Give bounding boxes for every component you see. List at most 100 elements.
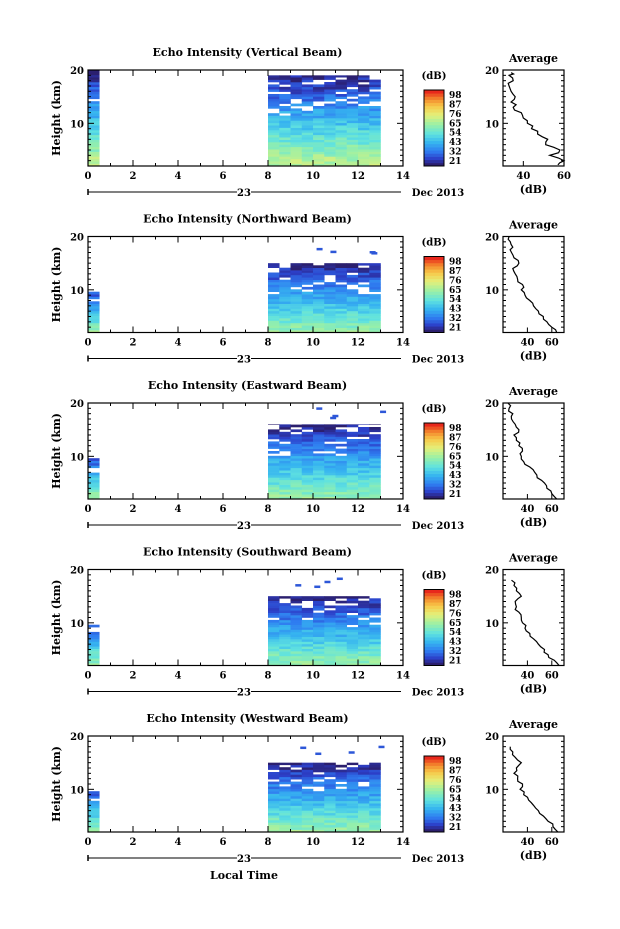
heatmap-cell <box>335 815 348 818</box>
heatmap-cell <box>369 429 381 433</box>
heatmap-cell <box>324 663 336 666</box>
heatmap-cell <box>335 477 348 481</box>
heatmap-cell <box>324 75 336 78</box>
heatmap-cell <box>290 443 303 447</box>
average-y-tick-label: 10 <box>485 119 499 130</box>
heatmap-cell <box>290 296 303 300</box>
heatmap-cell <box>268 118 280 121</box>
heatmap-cell <box>290 75 303 78</box>
heatmap-cell <box>313 764 325 768</box>
heatmap-cell <box>88 663 100 666</box>
heatmap-cell <box>324 446 336 449</box>
panel-title: Echo Intensity (Eastward Beam) <box>148 379 347 392</box>
heatmap-cell <box>369 820 381 823</box>
average-x-tick-label: 40 <box>520 671 534 682</box>
heatmap-cell <box>324 622 336 625</box>
heatmap-cell <box>88 103 100 107</box>
average-profile-line <box>507 236 558 333</box>
heatmap-cell <box>301 796 314 799</box>
heatmap-cell <box>358 110 370 114</box>
heatmap-cell <box>88 641 100 645</box>
heatmap-cell <box>358 313 370 316</box>
heatmap-cell <box>301 132 314 136</box>
heatmap-cell <box>290 820 303 823</box>
heatmap-cell <box>335 75 348 78</box>
colorbar-step <box>424 614 444 619</box>
heatmap-cell <box>279 308 291 312</box>
heatmap-cell <box>268 101 280 104</box>
heatmap-cell <box>88 149 100 152</box>
heatmap-cell <box>358 139 370 143</box>
heatmap-cell <box>290 793 303 797</box>
heatmap-cell <box>324 810 336 814</box>
heatmap-cell <box>313 77 325 80</box>
x-tick-label: 8 <box>265 671 272 682</box>
colorbar-step <box>424 627 444 632</box>
heatmap-cell <box>301 646 314 649</box>
heatmap-cell <box>279 627 291 630</box>
heatmap-cell <box>88 827 100 830</box>
heatmap-cell <box>290 301 303 304</box>
heatmap-cell <box>324 793 336 797</box>
heatmap-cell <box>268 263 280 266</box>
heatmap-cell <box>279 472 291 476</box>
heatmap-cell <box>358 460 370 464</box>
heatmap-cell <box>346 805 359 809</box>
heatmap-cell <box>301 158 314 162</box>
heatmap-cell <box>290 303 303 307</box>
heatmap-cell <box>369 315 381 319</box>
heatmap-cell <box>335 325 348 328</box>
heatmap-cell <box>88 294 100 297</box>
heatmap-cell <box>324 800 336 804</box>
heatmap-cell <box>301 803 314 806</box>
heatmap-cell <box>335 310 348 314</box>
x-tick-label: 12 <box>351 504 365 515</box>
heatmap-cell <box>335 479 348 483</box>
heatmap-cell <box>369 603 381 606</box>
heatmap-cell <box>313 429 325 433</box>
heatmap-cell <box>324 824 336 828</box>
colorbar-step <box>424 483 444 487</box>
x-tick-label: 0 <box>85 671 92 682</box>
heatmap-cell <box>268 320 280 324</box>
heatmap-cell <box>369 427 381 430</box>
heatmap-cell <box>88 491 100 495</box>
heatmap-cell <box>358 612 370 616</box>
heatmap-cell <box>346 303 359 307</box>
heatmap-cell <box>279 470 291 473</box>
heatmap-cell <box>88 296 100 300</box>
heatmap-cell <box>313 298 325 302</box>
heatmap-cell <box>279 458 291 461</box>
heatmap-cell <box>335 824 348 828</box>
heatmap-cell <box>324 424 336 428</box>
x-tick-label: 14 <box>396 671 410 682</box>
colorbar-step <box>424 630 444 635</box>
heatmap-cell <box>279 431 291 435</box>
heatmap-cell <box>358 306 370 309</box>
colorbar-step <box>424 140 444 145</box>
heatmap-cell <box>313 800 325 804</box>
heatmap-cell <box>313 313 325 316</box>
heatmap-cell <box>279 805 291 809</box>
heatmap-cell <box>268 284 280 288</box>
heatmap-cell <box>88 110 100 114</box>
colorbar-unit: (dB) <box>422 71 447 82</box>
heatmap-cell <box>369 441 381 445</box>
heatmap-cell <box>324 791 336 794</box>
heatmap-cell <box>369 156 381 160</box>
heatmap-cell <box>290 441 303 445</box>
heatmap-cell <box>301 163 314 167</box>
heatmap-cell <box>268 627 280 630</box>
heatmap-cell <box>290 629 303 633</box>
heatmap <box>88 745 385 833</box>
heatmap-cell <box>358 424 370 425</box>
heatmap-cell <box>88 113 100 116</box>
heatmap-cell <box>346 89 359 92</box>
heatmap-cell <box>358 484 370 488</box>
heatmap <box>88 247 381 333</box>
heatmap-cell <box>335 475 348 478</box>
heatmap-cell <box>279 781 291 785</box>
x-tick-label: 14 <box>396 171 410 182</box>
heatmap-cell <box>369 448 381 452</box>
heatmap-cell <box>335 103 348 107</box>
